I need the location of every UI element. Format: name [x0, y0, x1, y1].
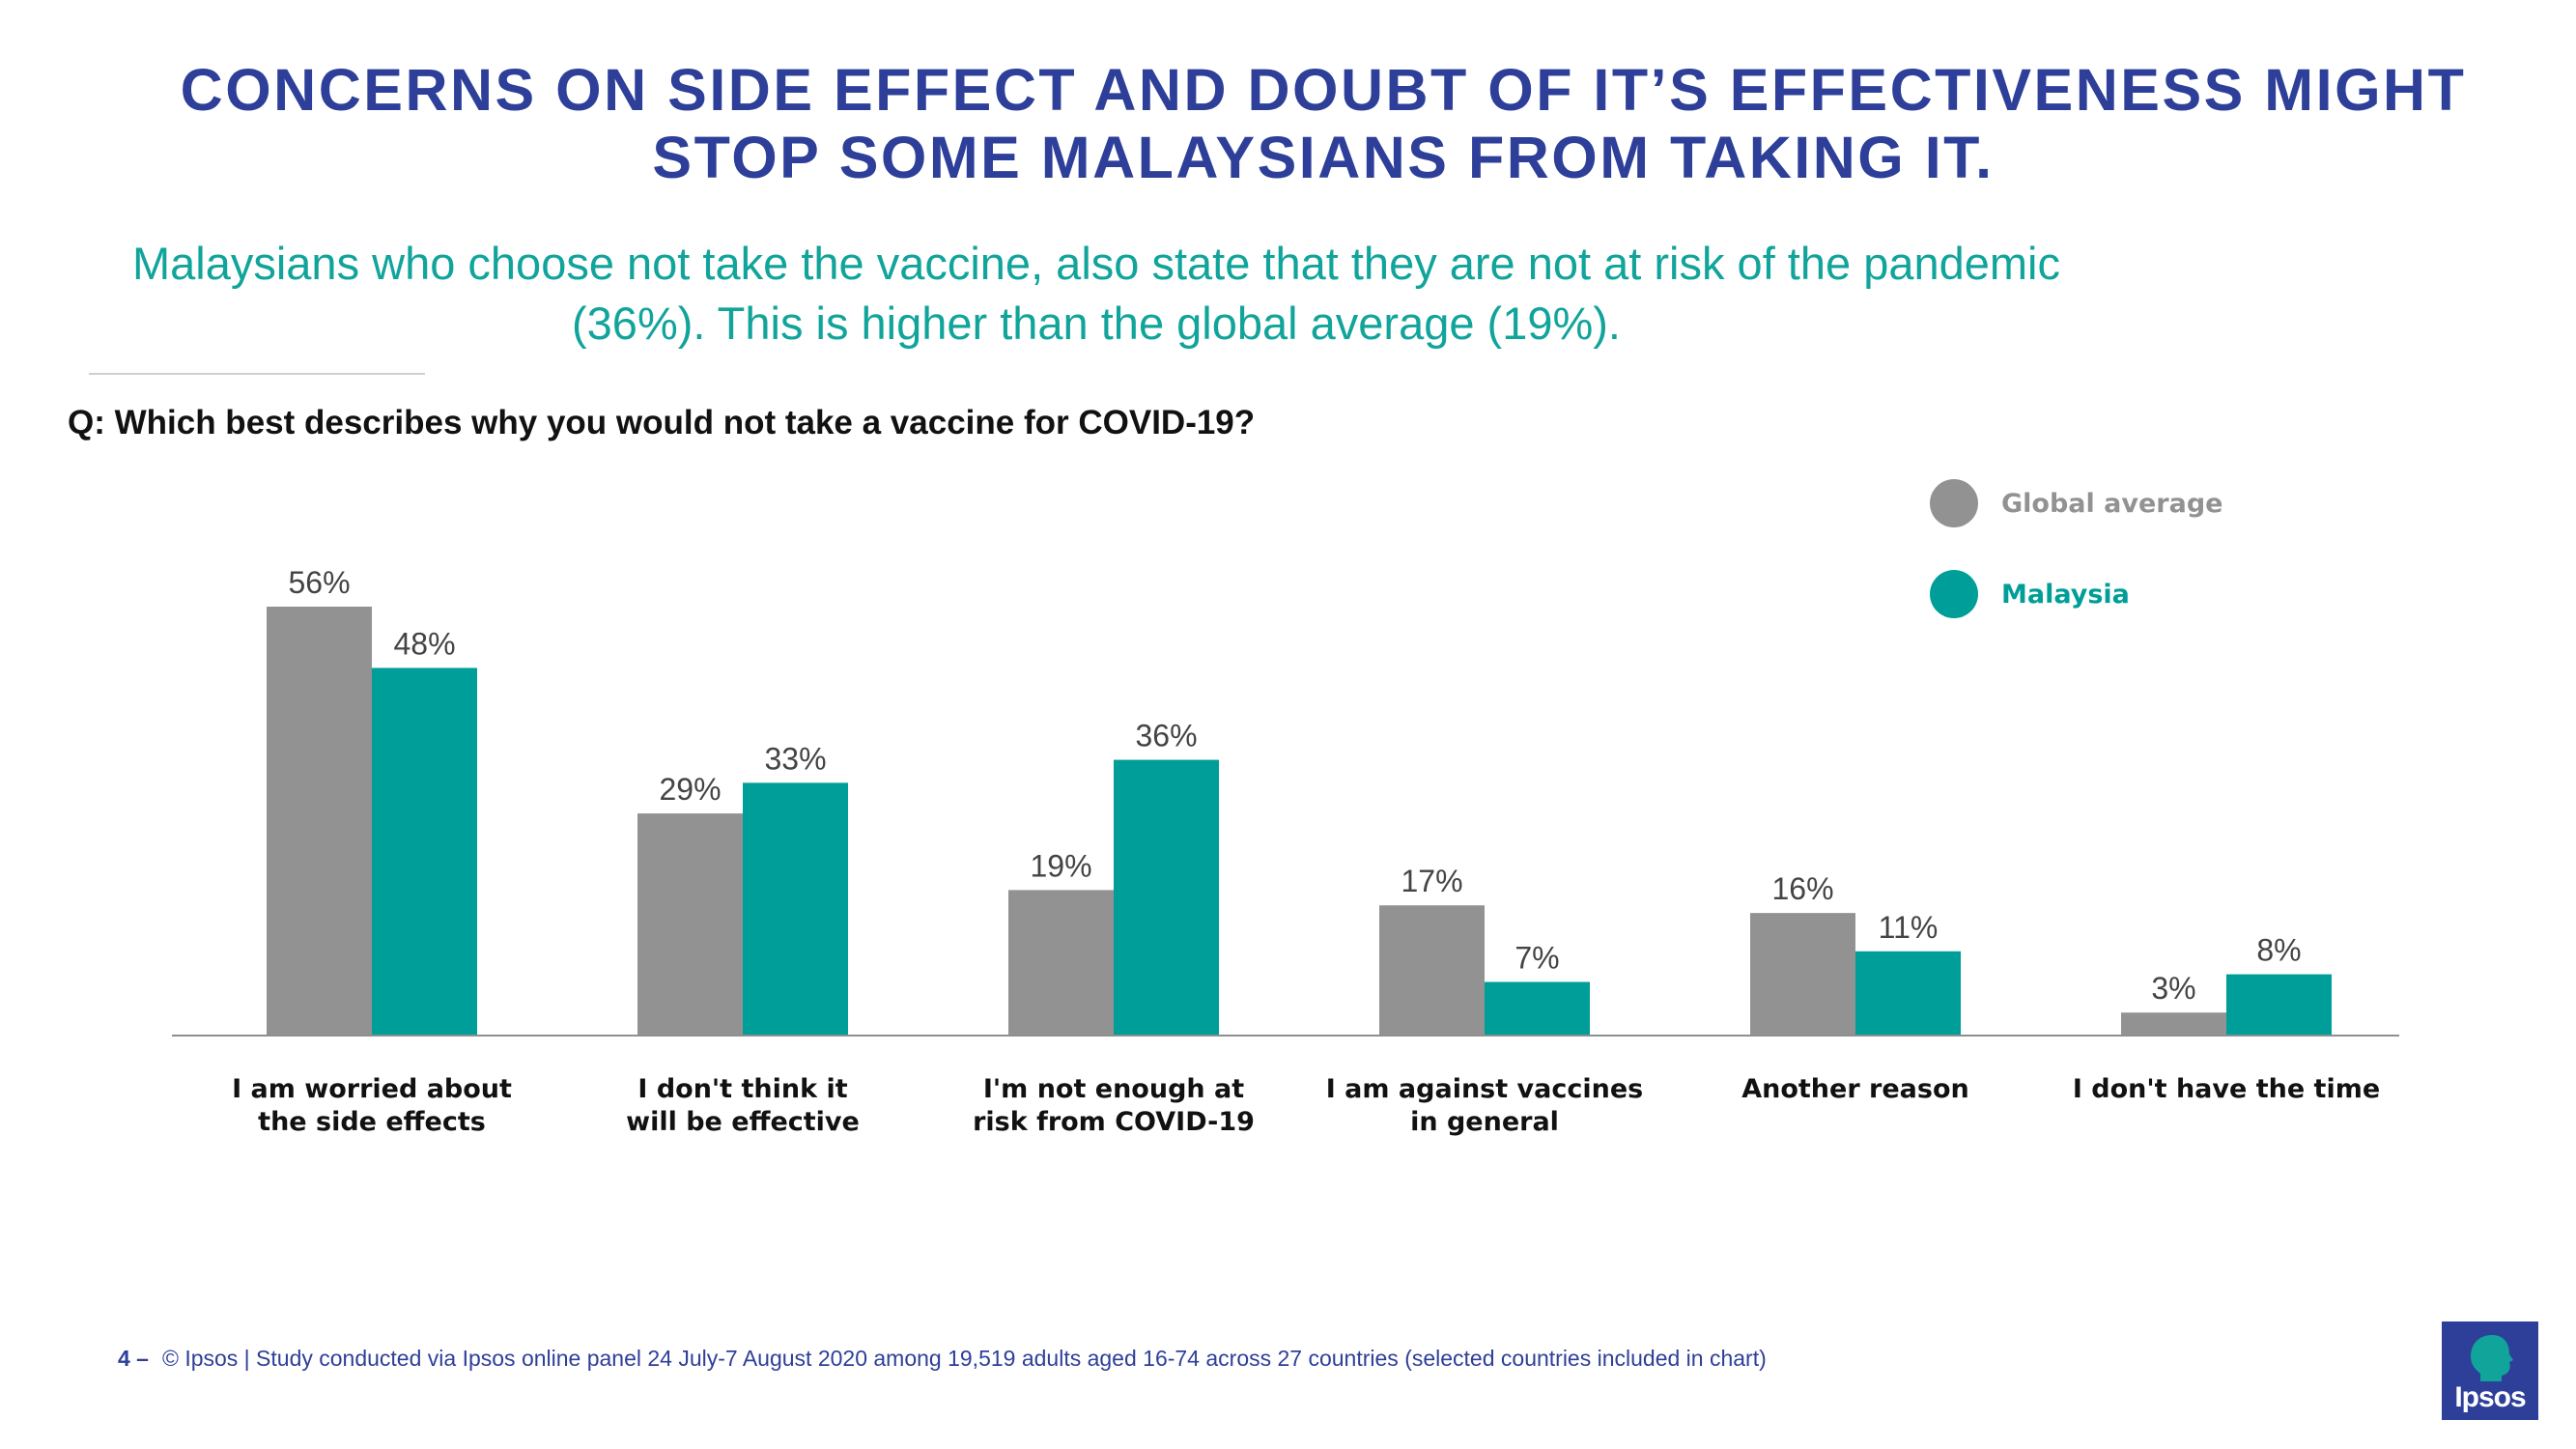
- legend-item-global: Global average: [1930, 479, 2222, 527]
- subtitle-line-2: (36%). This is higher than the global av…: [572, 298, 1621, 349]
- category-label-0-line-0: I am worried about: [232, 1074, 512, 1104]
- category-label-0-line-1: the side effects: [258, 1107, 486, 1137]
- ipsos-logo: Ipsos: [2442, 1321, 2538, 1420]
- bar-malaysia-1: [743, 782, 848, 1036]
- legend-global-label: Global average: [2001, 488, 2223, 519]
- value-label-malaysia-0: 48%: [393, 626, 455, 661]
- bar-malaysia-3: [1485, 981, 1590, 1036]
- category-label-3-line-0: I am against vaccines: [1326, 1074, 1644, 1104]
- value-label-global-2: 19%: [1030, 848, 1091, 883]
- legend-global-swatch: [1930, 479, 1978, 527]
- value-label-malaysia-4: 11%: [1879, 910, 1939, 945]
- bar-malaysia-0: [372, 668, 477, 1036]
- value-label-global-4: 16%: [1771, 871, 1833, 906]
- category-label-1-line-0: I don't think it: [637, 1074, 847, 1104]
- category-label-2-line-1: risk from COVID-19: [973, 1107, 1255, 1137]
- bar-global-5: [2121, 1012, 2226, 1036]
- legend-malaysia-label: Malaysia: [2001, 579, 2130, 610]
- legend-malaysia-swatch: [1930, 570, 1978, 618]
- value-label-global-5: 3%: [2151, 971, 2195, 1006]
- footer: 4 – © Ipsos | Study conducted via Ipsos o…: [118, 1346, 1767, 1372]
- bar-malaysia-5: [2226, 974, 2332, 1036]
- footer-note: © Ipsos | Study conducted via Ipsos onli…: [161, 1346, 1767, 1371]
- question-text: Q: Which best describes why you would no…: [68, 404, 1256, 441]
- value-label-malaysia-1: 33%: [764, 741, 826, 776]
- subtitle: Malaysians who choose not take the vacci…: [77, 234, 2115, 354]
- logo-text: Ipsos: [2454, 1381, 2526, 1413]
- bar-malaysia-4: [1855, 951, 1961, 1036]
- title-line-1: CONCERNS ON SIDE EFFECT AND DOUBT OF IT’…: [180, 57, 2467, 123]
- subtitle-line-1: Malaysians who choose not take the vacci…: [131, 238, 2060, 289]
- value-label-global-0: 56%: [288, 565, 350, 600]
- legend-item-malaysia: Malaysia: [1930, 570, 2130, 618]
- value-label-malaysia-5: 8%: [2256, 933, 2301, 968]
- category-label-3-line-1: in general: [1410, 1107, 1559, 1137]
- value-label-global-3: 17%: [1401, 864, 1462, 898]
- value-label-global-1: 29%: [659, 772, 721, 807]
- page-number: 4 –: [118, 1346, 149, 1371]
- category-label-2-line-0: I'm not enough at: [983, 1074, 1244, 1104]
- logo-head-icon: [2471, 1335, 2513, 1381]
- bar-global-2: [1008, 890, 1114, 1036]
- bar-global-0: [267, 607, 372, 1036]
- category-label-4-line-0: Another reason: [1741, 1074, 1969, 1104]
- bar-malaysia-2: [1114, 759, 1219, 1036]
- title-line-2: STOP SOME MALAYSIANS FROM TAKING IT.: [652, 125, 1995, 190]
- category-label-5-line-0: I don't have the time: [2073, 1074, 2380, 1104]
- bar-global-4: [1750, 913, 1855, 1036]
- divider: [89, 373, 425, 375]
- bar-global-1: [637, 813, 743, 1036]
- value-label-malaysia-2: 36%: [1135, 719, 1197, 753]
- category-label-1-line-1: will be effective: [626, 1107, 860, 1137]
- bar-global-3: [1379, 905, 1485, 1036]
- page-title: CONCERNS ON SIDE EFFECT AND DOUBT OF IT’…: [135, 56, 2511, 191]
- value-label-malaysia-3: 7%: [1514, 941, 1559, 976]
